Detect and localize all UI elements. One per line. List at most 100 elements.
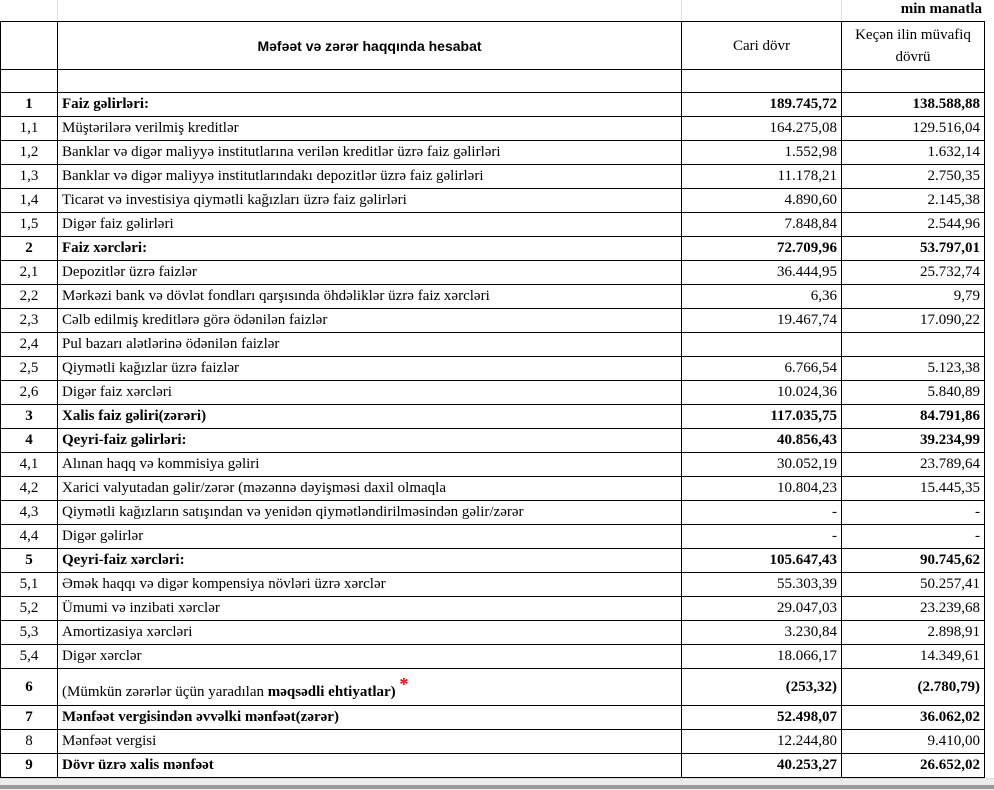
row-number: 1,5 — [0, 212, 58, 237]
row-label: Müştərilərə verilmiş kreditlər — [57, 116, 682, 141]
label-plain: (Mümkün zərərlər üçün yaradılan — [62, 683, 268, 700]
previous-value — [841, 332, 985, 357]
row-number: 5 — [0, 548, 58, 573]
previous-value: 36.062,02 — [841, 705, 985, 730]
table-row: 2 Faiz xərcləri: 72.709,96 53.797,01 — [0, 236, 985, 261]
previous-value: 90.745,62 — [841, 548, 985, 573]
previous-value: 5.123,38 — [841, 356, 985, 381]
table-row: 5,2 Ümumi və inzibati xərclər 29.047,03 23.… — [0, 596, 985, 621]
row-label: Faiz xərcləri: — [57, 236, 682, 261]
current-value: 189.745,72 — [681, 92, 842, 117]
previous-value: 23.239,68 — [841, 596, 985, 621]
table-row: 2,3 Cəlb edilmiş kreditlərə görə ödənilən… — [0, 308, 985, 333]
previous-value: 2.750,35 — [841, 164, 985, 189]
unit-label: min manatla — [900, 1, 982, 17]
previous-value: 50.257,41 — [841, 572, 985, 597]
row-number: 2,3 — [0, 308, 58, 333]
table-row: 4 Qeyri-faiz gəlirləri: 40.856,43 39.234,99 — [0, 428, 985, 453]
row-label: Faiz gəlirləri: — [57, 92, 682, 117]
table-row: 2,1 Depozitlər üzrə faizlər 36.444,95 25.73… — [0, 260, 985, 285]
previous-value: 25.732,74 — [841, 260, 985, 285]
current-value: 11.178,21 — [681, 164, 842, 189]
current-value: 40.856,43 — [681, 428, 842, 453]
current-value: 7.848,84 — [681, 212, 842, 237]
previous-value: 39.234,99 — [841, 428, 985, 453]
current-value: (253,32) — [681, 668, 842, 706]
row-number: 1,3 — [0, 164, 58, 189]
current-value: 12.244,80 — [681, 729, 842, 754]
row-label: Mənfəət vergisi — [57, 729, 682, 754]
table-row: 5,3 Amortizasiya xərcləri 3.230,84 2.898,91 — [0, 620, 985, 645]
horizontal-scrollbar[interactable] — [0, 778, 994, 790]
row-label: Digər faiz gəlirləri — [57, 212, 682, 237]
row-number: 4,3 — [0, 500, 58, 525]
row-label: Ticarət və investisiya qiymətli kağızlar… — [57, 188, 682, 213]
table-row: 4,1 Alınan haqq və kommisiya gəliri 30.052… — [0, 452, 985, 477]
row-label: Digər faiz xərcləri — [57, 380, 682, 405]
row-label: Ümumi və inzibati xərclər — [57, 596, 682, 621]
current-value: 6,36 — [681, 284, 842, 309]
row-label: Alınan haqq və kommisiya gəliri — [57, 452, 682, 477]
row-label: Digər xərclər — [57, 644, 682, 669]
row-number: 4 — [0, 428, 58, 453]
table-row: 4,2 Xarici valyutadan gəlir/zərər (məzənn… — [0, 476, 985, 501]
table-row: 1,2 Banklar və digər maliyyə institutları… — [0, 140, 985, 165]
header-row: Məfəət və zərər haqqında hesabat Cari dö… — [0, 21, 985, 70]
row-label: Digər gəlirlər — [57, 524, 682, 549]
row-label: Qiymətli kağızların satışından və yenidə… — [57, 500, 682, 525]
row-number: 4,2 — [0, 476, 58, 501]
table-row: 1,3 Banklar və digər maliyyə institutları… — [0, 164, 985, 189]
current-value: 164.275,08 — [681, 116, 842, 141]
table-row: 6 (Mümkün zərərlər üçün yaradılan məqsədl… — [0, 668, 985, 706]
current-value: - — [681, 524, 842, 549]
row-number: 1,2 — [0, 140, 58, 165]
previous-value: 129.516,04 — [841, 116, 985, 141]
row-number: 2,1 — [0, 260, 58, 285]
current-value: 3.230,84 — [681, 620, 842, 645]
current-value: 52.498,07 — [681, 705, 842, 730]
previous-value: (2.780,79) — [841, 668, 985, 706]
current-value: 1.552,98 — [681, 140, 842, 165]
row-number: 8 — [0, 729, 58, 754]
row-label: Cəlb edilmiş kreditlərə görə ödənilən fa… — [57, 308, 682, 333]
table-row: 1,5 Digər faiz gəlirləri 7.848,84 2.544,96 — [0, 212, 985, 237]
table-row: 5,4 Digər xərclər 18.066,17 14.349,61 — [0, 644, 985, 669]
table-row: 2,2 Mərkəzi bank və dövlət fondları qarşı… — [0, 284, 985, 309]
table-row: 5,1 Əmək haqqı və digər kompensiya növlər… — [0, 572, 985, 597]
row-number: 5,2 — [0, 596, 58, 621]
row-number: 2,6 — [0, 380, 58, 405]
row-number: 9 — [0, 753, 58, 778]
table-row: 4,4 Digər gəlirlər - - — [0, 524, 985, 549]
table-title: Məfəət və zərər haqqında hesabat — [57, 21, 682, 70]
table-row: 1 Faiz gəlirləri: 189.745,72 138.588,88 — [0, 92, 985, 117]
row-number: 1,1 — [0, 116, 58, 141]
current-value: 117.035,75 — [681, 404, 842, 429]
table-row: 4,3 Qiymətli kağızların satışından və yen… — [0, 500, 985, 525]
current-value: 72.709,96 — [681, 236, 842, 261]
previous-value: 26.652,02 — [841, 753, 985, 778]
blank-row — [0, 69, 985, 93]
row-label: Əmək haqqı və digər kompensiya növləri ü… — [57, 572, 682, 597]
row-label: Qiymətli kağızlar üzrə faizlər — [57, 356, 682, 381]
current-value: 10.024,36 — [681, 380, 842, 405]
row-label: Mənfəət vergisindən əvvəlki mənfəət(zərə… — [57, 705, 682, 730]
row-number: 5,3 — [0, 620, 58, 645]
current-value: 55.303,39 — [681, 572, 842, 597]
previous-value: 2.898,91 — [841, 620, 985, 645]
label-bold: məqsədli ehtiyatlar) — [267, 683, 396, 700]
row-number: 4,1 — [0, 452, 58, 477]
row-label: Xalis faiz gəliri(zərəri) — [57, 404, 682, 429]
table-row: 8 Mənfəət vergisi 12.244,80 9.410,00 — [0, 729, 985, 754]
row-number: 2 — [0, 236, 58, 261]
row-label: Pul bazarı alətlərinə ödənilən faizlər — [57, 332, 682, 357]
previous-value: - — [841, 524, 985, 549]
table-row: 2,6 Digər faiz xərcləri 10.024,36 5.840,89 — [0, 380, 985, 405]
current-value — [681, 332, 842, 357]
row-number: 2,5 — [0, 356, 58, 381]
previous-value: 17.090,22 — [841, 308, 985, 333]
row-number: 5,1 — [0, 572, 58, 597]
row-label: Banklar və digər maliyyə institutlarına … — [57, 140, 682, 165]
income-statement-table: Məfəət və zərər haqqında hesabat Cari dö… — [0, 21, 985, 778]
previous-value: 14.349,61 — [841, 644, 985, 669]
header-current-period: Cari dövr — [681, 21, 842, 70]
